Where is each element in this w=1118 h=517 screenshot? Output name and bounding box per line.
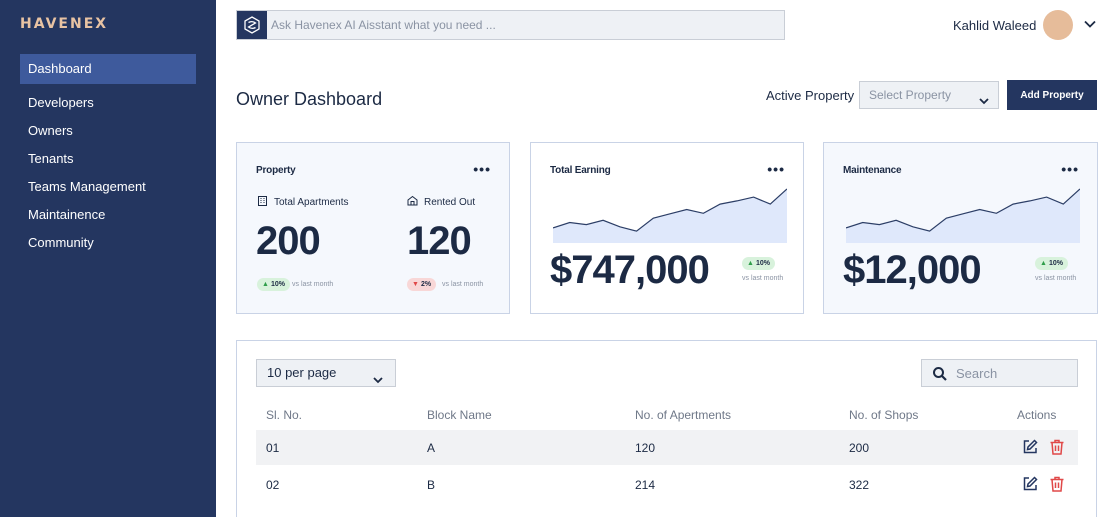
chevron-down-icon[interactable]	[1083, 17, 1097, 36]
earning-change-badge: ▲ 10%	[742, 257, 775, 270]
cell-sl: 02	[266, 478, 280, 492]
maintenance-change-badge: ▲ 10%	[1035, 257, 1068, 270]
search-input[interactable]	[956, 360, 1072, 386]
total-earning-value: $747,000	[550, 248, 710, 292]
page-title: Owner Dashboard	[236, 89, 383, 109]
total-earning-card: Total Earning ••• $747,000 ▲ 10% vs last…	[530, 142, 804, 314]
more-icon[interactable]: •••	[1061, 161, 1079, 177]
column-header-sl: Sl. No.	[266, 408, 303, 422]
sidebar-item-developers[interactable]: Developers	[28, 95, 94, 110]
vs-text: vs last month	[1035, 275, 1077, 282]
cell-apartments: 214	[635, 478, 656, 492]
total-change-value: 10%	[270, 281, 285, 288]
user-name: Kahlid Waleed	[953, 18, 1037, 33]
chevron-down-icon	[978, 90, 990, 116]
cell-shops: 322	[849, 478, 870, 492]
column-header-apartments: No. of Apertments	[635, 408, 732, 422]
sidebar-item-tenants[interactable]: Tenants	[28, 151, 74, 166]
total-change-badge: ▲ 10%	[257, 278, 290, 291]
ai-assistant-input[interactable]	[271, 11, 771, 39]
cell-sl: 01	[266, 441, 280, 455]
total-apartments-text: Total Apartments	[274, 196, 349, 208]
property-select[interactable]: Select Property	[859, 81, 999, 109]
cell-shops: 200	[849, 441, 870, 455]
sidebar-item-community[interactable]: Community	[28, 235, 94, 250]
per-page-value: 10 per page	[267, 365, 337, 380]
house-icon	[407, 195, 418, 209]
sidebar-item-teams-management[interactable]: Teams Management	[28, 179, 146, 194]
cell-block-name: A	[427, 441, 436, 455]
vs-text: vs last month	[292, 281, 334, 288]
delete-icon[interactable]	[1048, 438, 1066, 461]
active-property-label: Active Property	[766, 88, 855, 103]
column-header-actions: Actions	[1017, 408, 1057, 422]
maintenance-value: $12,000	[843, 248, 982, 292]
earning-change-value: 10%	[755, 260, 770, 267]
building-icon	[257, 195, 268, 209]
arrow-up-icon: ▲	[747, 260, 754, 267]
rented-change-value: 2%	[420, 281, 432, 288]
rented-out-value: 120	[407, 219, 472, 263]
table-row: 02 B 214 322	[256, 467, 1078, 502]
blocks-table-card: 10 per page Sl. No. Block Name No. of Ap…	[236, 340, 1097, 517]
column-header-block-name: Block Name	[427, 408, 492, 422]
more-icon[interactable]: •••	[767, 161, 785, 177]
delete-icon[interactable]	[1048, 475, 1066, 498]
sidebar-item-dashboard[interactable]: Dashboard	[20, 54, 196, 84]
arrow-down-icon: ▼	[412, 281, 419, 288]
per-page-select[interactable]: 10 per page	[256, 359, 396, 387]
sparkline-line	[553, 188, 787, 232]
sidebar-nav: Dashboard Developers Owners Tenants Team…	[20, 54, 196, 256]
column-header-shops: No. of Shops	[849, 408, 919, 422]
property-card: Property ••• Total Apartments Rented Out…	[236, 142, 510, 314]
sidebar-item-maintainence[interactable]: Maintainence	[28, 207, 106, 222]
cell-apartments: 120	[635, 441, 656, 455]
vs-text: vs last month	[742, 275, 784, 282]
earning-sparkline	[553, 188, 787, 243]
cell-block-name: B	[427, 478, 436, 492]
search-icon[interactable]	[932, 366, 948, 387]
arrow-up-icon: ▲	[1040, 260, 1047, 267]
maintenance-card: Maintenance ••• $12,000 ▲ 10% vs last mo…	[823, 142, 1098, 314]
edit-icon[interactable]	[1021, 438, 1039, 461]
vs-text: vs last month	[442, 281, 484, 288]
maintenance-sparkline	[846, 188, 1080, 243]
total-apartments-label: Total Apartments	[257, 195, 348, 209]
rented-out-text: Rented Out	[424, 196, 476, 208]
edit-icon[interactable]	[1021, 475, 1039, 498]
ai-assistant-bar	[236, 10, 785, 40]
brand-logo: HAVENEX	[20, 16, 109, 32]
property-select-value: Select Property	[869, 88, 952, 102]
sparkline-line	[846, 188, 1080, 232]
total-apartments-value: 200	[256, 219, 321, 263]
card-title: Total Earning	[550, 165, 611, 176]
card-title: Property	[256, 165, 296, 176]
arrow-up-icon: ▲	[262, 281, 269, 288]
search-box	[921, 359, 1078, 387]
card-title: Maintenance	[843, 165, 902, 176]
ai-logo-icon[interactable]	[237, 11, 267, 39]
sidebar: HAVENEX Dashboard Developers Owners Tena…	[0, 0, 216, 517]
avatar[interactable]	[1043, 10, 1073, 40]
table-row: 01 A 120 200	[256, 430, 1078, 465]
add-property-button[interactable]: Add Property	[1007, 80, 1097, 110]
maintenance-change-value: 10%	[1048, 260, 1063, 267]
rented-out-label: Rented Out	[407, 195, 475, 209]
chevron-down-icon	[372, 369, 384, 395]
rented-change-badge: ▼ 2%	[407, 278, 437, 291]
sidebar-item-owners[interactable]: Owners	[28, 123, 73, 138]
more-icon[interactable]: •••	[473, 161, 491, 177]
